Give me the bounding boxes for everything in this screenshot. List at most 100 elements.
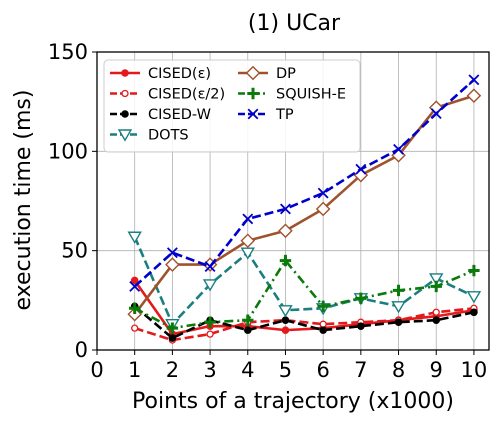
data-point xyxy=(128,302,141,314)
legend-box xyxy=(103,59,361,153)
legend-item: SQUISH-E xyxy=(238,87,346,103)
data-point xyxy=(242,213,254,225)
x-tick-label: 6 xyxy=(316,358,329,382)
data-point xyxy=(130,276,139,285)
x-tick-label: 5 xyxy=(279,358,292,382)
data-point xyxy=(168,334,177,342)
series-line xyxy=(134,259,475,330)
x-tick-label: 7 xyxy=(354,358,367,382)
data-point xyxy=(391,301,406,314)
legend-marker xyxy=(121,69,129,77)
legend-label: CISED(ε/2) xyxy=(148,87,225,103)
data-point xyxy=(281,316,290,325)
data-point xyxy=(280,203,291,215)
series-line xyxy=(133,78,475,288)
data-point xyxy=(204,316,216,328)
data-point xyxy=(470,308,478,317)
data-point xyxy=(240,233,256,249)
legend-label: DOTS xyxy=(148,128,189,144)
x-tick-label: 0 xyxy=(90,358,103,382)
data-point xyxy=(430,280,442,293)
legend-label: DP xyxy=(276,66,296,82)
data-point xyxy=(243,326,252,334)
data-point xyxy=(166,247,178,259)
data-point xyxy=(165,257,180,272)
data-point xyxy=(319,326,327,334)
data-point xyxy=(204,261,216,272)
legend-marker xyxy=(121,89,129,98)
data-point xyxy=(240,247,255,260)
data-point xyxy=(468,264,480,277)
data-point xyxy=(242,314,254,326)
legend-label: CISED(ε) xyxy=(148,66,211,82)
series-line xyxy=(134,306,475,342)
y-axis: 0 50 100 150 xyxy=(48,40,97,362)
legend-marker xyxy=(247,108,259,120)
y-tick-label: 150 xyxy=(48,40,88,64)
data-point xyxy=(279,254,292,267)
legend-marker xyxy=(121,110,129,118)
data-point xyxy=(202,279,218,292)
x-tick-label: 4 xyxy=(241,358,254,382)
data-point xyxy=(317,187,329,199)
legend: CISED(ε) CISED(ε/2) CISED-W DOTS DP SQUISH-E T… xyxy=(103,59,361,153)
legend-item: CISED(ε/2) xyxy=(110,87,225,103)
data-point xyxy=(392,284,405,297)
data-point xyxy=(432,316,441,325)
x-axis-title: Points of a trajectory (x1000) xyxy=(132,389,454,414)
plot-frame xyxy=(96,51,490,351)
data-point xyxy=(466,88,482,103)
legend-item: CISED-W xyxy=(110,107,211,123)
data-point xyxy=(430,108,442,120)
series-6 xyxy=(129,74,480,292)
data-point xyxy=(355,163,367,175)
legend-label: SQUISH-E xyxy=(276,87,346,103)
legend-item: DOTS xyxy=(110,128,189,144)
data-point xyxy=(206,330,214,338)
data-point xyxy=(166,322,179,334)
data-point xyxy=(393,143,404,155)
data-point xyxy=(127,231,142,244)
data-point xyxy=(432,308,440,316)
chart-title: (1) UCar xyxy=(248,11,341,36)
series-line xyxy=(133,305,475,340)
data-point xyxy=(315,201,331,217)
data-point xyxy=(127,306,142,322)
series-3 xyxy=(127,231,482,332)
legend-label: TP xyxy=(275,107,294,123)
x-tick-label: 9 xyxy=(430,358,443,382)
data-point xyxy=(357,322,365,330)
data-point xyxy=(317,300,329,312)
x-tick-label: 10 xyxy=(461,358,488,382)
data-point xyxy=(278,305,293,318)
legend-item: CISED(ε) xyxy=(110,66,211,82)
data-point xyxy=(319,320,327,328)
series-5 xyxy=(128,254,480,334)
data-point xyxy=(355,292,367,305)
x-tick-label: 2 xyxy=(166,358,179,382)
y-tick-label: 100 xyxy=(48,139,88,163)
x-axis: 0 1 2 3 4 5 6 7 8 9 10 xyxy=(90,350,487,382)
data-point xyxy=(281,326,290,334)
data-point xyxy=(131,324,139,332)
data-point xyxy=(129,280,141,292)
y-tick-label: 50 xyxy=(61,239,88,263)
x-tick-label: 1 xyxy=(128,358,141,382)
data-point xyxy=(394,318,403,326)
data-point xyxy=(466,291,482,304)
data-point xyxy=(429,273,444,286)
legend-marker xyxy=(247,87,259,100)
legend-marker xyxy=(245,65,261,81)
data-point xyxy=(468,74,480,86)
data-point xyxy=(278,223,293,239)
legend-item: DP xyxy=(238,65,296,82)
x-tick-label: 3 xyxy=(203,358,216,382)
series-line xyxy=(133,236,475,326)
series-layer xyxy=(127,74,482,344)
legend-item: TP xyxy=(238,107,294,123)
x-tick-label: 8 xyxy=(392,358,405,382)
y-axis-title: execution time (ms) xyxy=(11,90,36,311)
legend-label: CISED-W xyxy=(148,107,211,123)
legend-marker xyxy=(117,129,133,142)
